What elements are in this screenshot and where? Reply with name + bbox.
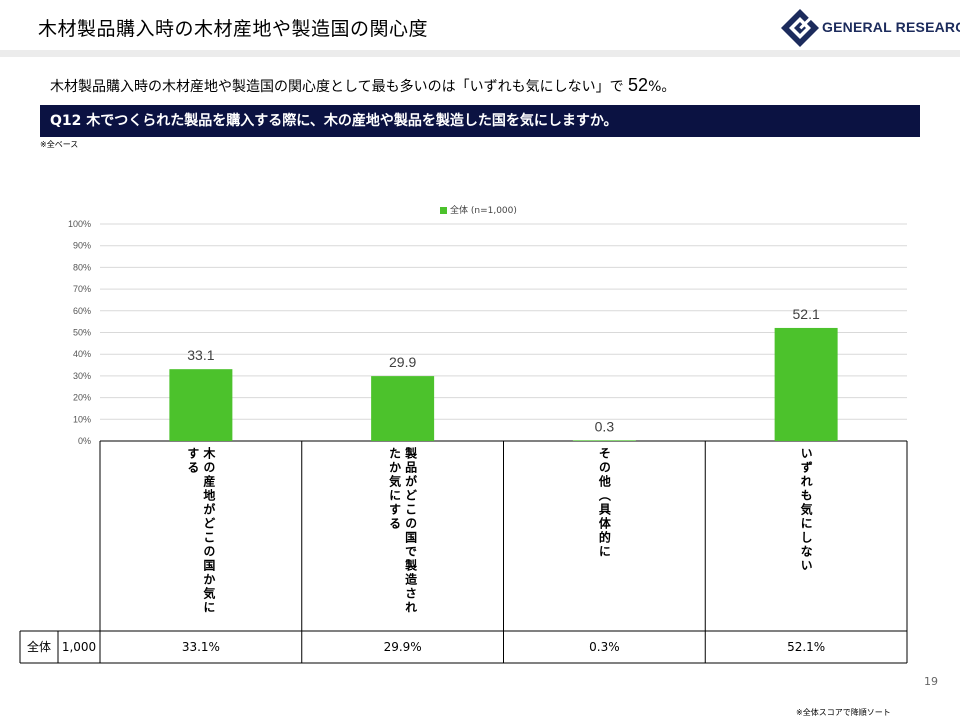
table-row-n: 1,000 [61,640,97,654]
question-banner: Q12 木でつくられた製品を購入する際に、木の産地や製品を製造した国を気にします… [40,105,920,137]
footnote: ※全体スコアで降順ソート [796,708,891,717]
bar [774,327,838,441]
bar [371,376,435,441]
y-tick-label: 70% [73,284,91,294]
x-category-label: その他（具体的に [597,447,612,559]
summary-text: 木材製品購入時の木材産地や製造国の関心度として最も多いのは「いずれも気にしない」… [50,75,675,96]
header-divider [0,50,960,57]
data-label: 29.9 [389,354,416,370]
data-label: 52.1 [793,306,820,322]
y-tick-label: 20% [73,393,91,403]
table-row-label: 全体 [26,640,51,654]
data-label: 0.3 [595,418,615,434]
table-value-cell: 33.1% [181,640,220,654]
x-category-label: 木の産地がどこの国か気にする [185,447,216,615]
chart-legend: 全体 (n=1,000) [440,203,517,216]
logo-diamond-icon [781,9,819,47]
x-category-label: いずれも気にしない [799,447,814,573]
y-tick-label: 60% [73,306,91,316]
table-value-cell: 52.1% [787,640,826,654]
category-cell: 製品がどこの国で製造されたか気にする [302,441,504,631]
logo-text: GENERAL RESEARCH [822,19,960,35]
y-tick-label: 10% [73,414,91,424]
y-tick-label: 30% [73,371,91,381]
base-note: ※全ベース [40,140,79,149]
bar [572,440,636,441]
company-logo: GENERAL RESEARCH [780,8,960,48]
y-tick-label: 40% [73,349,91,359]
table-value-cell: 29.9% [383,640,422,654]
summary-text-before: 木材製品購入時の木材産地や製造国の関心度として最も多いのは「いずれも気にしない」… [50,79,629,95]
legend-label: 全体 (n=1,000) [450,206,517,216]
data-label: 33.1 [187,347,214,363]
bar [169,369,233,441]
category-cell: その他（具体的に [504,441,706,631]
y-tick-label: 100% [68,219,91,229]
x-category-label: 製品がどこの国で製造されたか気にする [387,447,418,615]
y-tick-label: 50% [73,328,91,338]
category-cell: いずれも気にしない [705,441,907,631]
summary-highlight-value: 52 [628,75,649,95]
category-cell: 木の産地がどこの国か気にする [100,441,302,631]
y-tick-label: 90% [73,241,91,251]
page-number: 19 [924,675,938,688]
y-tick-label: 80% [73,262,91,272]
legend-swatch [440,207,447,214]
table-value-cell: 0.3% [589,640,620,654]
page-title: 木材製品購入時の木材産地や製造国の関心度 [38,18,429,40]
summary-text-after: %。 [648,79,676,95]
y-tick-label: 0% [78,436,91,446]
